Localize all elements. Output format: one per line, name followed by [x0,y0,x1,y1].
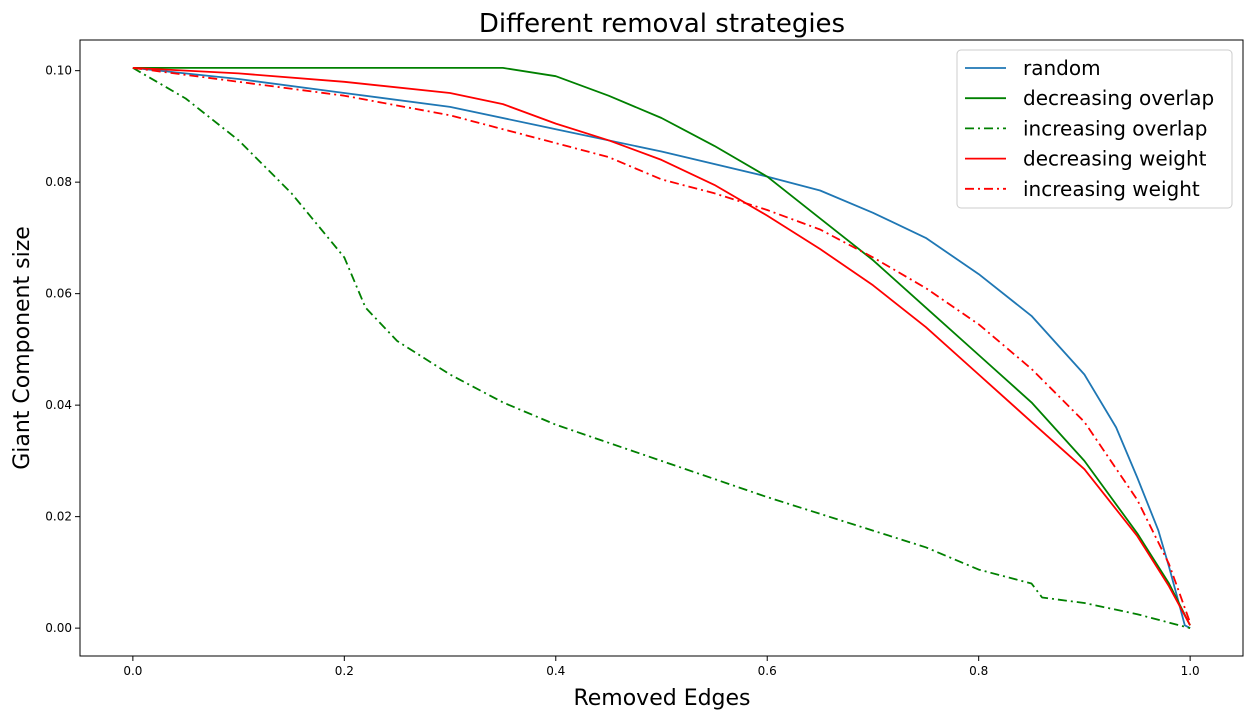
y-tick-label: 0.02 [45,510,72,524]
x-axis: 0.0 0.2 0.4 0.6 0.8 1.0 [123,656,1200,678]
y-tick-label: 0.06 [45,287,72,301]
y-tick-label: 0.10 [45,64,72,78]
legend-label: random [1023,56,1101,80]
series-line-4 [132,67,1191,623]
x-tick-label: 0.4 [546,664,565,678]
legend: random decreasing overlap increasing overl… [956,49,1233,209]
legend-label: decreasing weight [1023,147,1207,171]
y-tick-label: 0.08 [45,175,72,189]
y-tick-label: 0.04 [45,398,72,412]
x-tick-label: 0.2 [335,664,354,678]
legend-box [956,49,1233,209]
series-layer [132,67,1191,629]
chart-title: Different removal strategies [479,9,845,39]
legend-label: increasing weight [1023,177,1200,201]
x-tick-label: 0.6 [758,664,777,678]
x-axis-title: Removed Edges [573,686,750,711]
series-line-1 [132,67,1191,626]
x-tick-label: 0.8 [969,664,988,678]
series-line-2 [132,67,1191,629]
x-tick-label: 0.0 [123,664,142,678]
series-line-3 [132,67,1191,626]
y-tick-label: 0.00 [45,621,72,635]
y-axis-title: Giant Component size [10,226,35,470]
x-tick-label: 1.0 [1181,664,1200,678]
y-axis: 0.00 0.02 0.04 0.06 0.08 0.10 [45,64,80,635]
plot-area [79,39,1244,657]
legend-label: decreasing overlap [1023,86,1214,110]
legend-label: increasing overlap [1023,116,1207,140]
